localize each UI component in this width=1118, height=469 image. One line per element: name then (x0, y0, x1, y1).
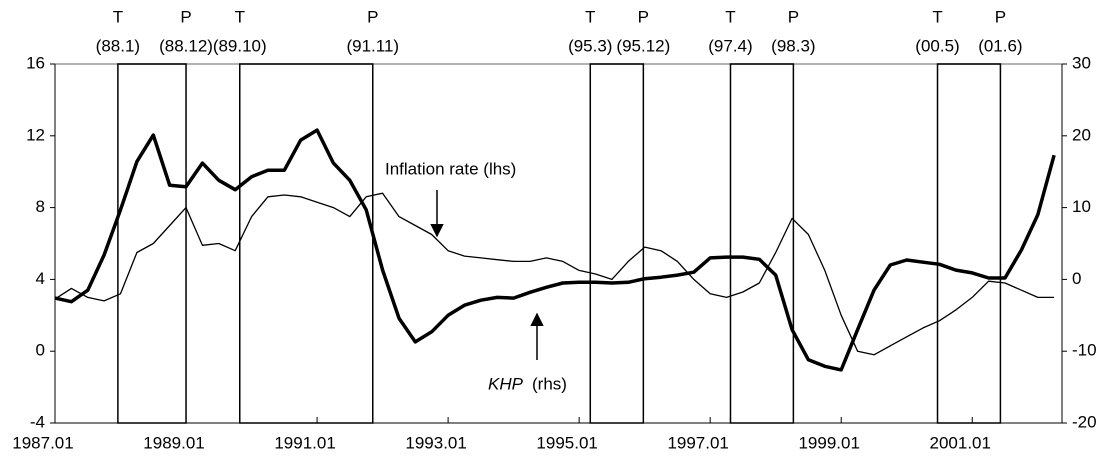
x-tick-label: 1987.01 (12, 433, 73, 452)
period-label: T (235, 7, 245, 26)
period-label: T (725, 7, 735, 26)
y-tick-label: 12 (26, 125, 45, 144)
period-date: (89.10) (213, 36, 267, 55)
period-date: (95.3) (568, 36, 612, 55)
x-tick-label: 2001.01 (930, 433, 991, 452)
y-tick-label: 4 (36, 269, 45, 288)
y2-tick-label: -10 (1072, 341, 1097, 360)
y2-tick-label: -20 (1072, 412, 1097, 431)
period-label: P (995, 7, 1006, 26)
annotation: Inflation rate (lhs) (385, 159, 516, 178)
annotation: KHP (488, 374, 524, 393)
period-date: (97.4) (708, 36, 752, 55)
period-date: (98.3) (771, 36, 815, 55)
period-label: P (180, 7, 191, 26)
series-line (54, 192, 1055, 356)
y-tick-label: 0 (36, 341, 45, 360)
period-label: T (585, 7, 595, 26)
x-tick-label: 1997.01 (667, 433, 728, 452)
period-box (239, 63, 374, 424)
period-date: (88.1) (96, 36, 140, 55)
period-date: (00.5) (915, 36, 959, 55)
period-box (589, 63, 645, 424)
y2-tick-label: 0 (1072, 269, 1081, 288)
y2-tick-label: 10 (1072, 197, 1091, 216)
x-tick-label: 1995.01 (536, 433, 597, 452)
period-box (936, 63, 1002, 424)
y2-tick-label: 30 (1072, 53, 1091, 72)
period-date: (01.6) (978, 36, 1022, 55)
y-tick-label: 8 (36, 197, 45, 216)
period-label: T (932, 7, 942, 26)
annotation: (rhs) (532, 374, 567, 393)
x-tick-label: 1993.01 (405, 433, 466, 452)
period-label: T (113, 7, 123, 26)
period-box (729, 63, 795, 424)
series-line (54, 128, 1056, 372)
x-tick-label: 1999.01 (798, 433, 859, 452)
period-date: (95.12) (616, 36, 670, 55)
period-label: P (638, 7, 649, 26)
period-date: (91.11) (346, 36, 399, 55)
period-date: (88.12) (159, 36, 213, 55)
y-tick-label: -4 (30, 412, 45, 431)
period-label: P (367, 7, 378, 26)
y-tick-label: 16 (26, 53, 45, 72)
x-tick-label: 1989.01 (143, 433, 204, 452)
y2-tick-label: 20 (1072, 125, 1091, 144)
x-tick-label: 1991.01 (274, 433, 335, 452)
period-box (117, 63, 187, 424)
period-label: P (788, 7, 799, 26)
